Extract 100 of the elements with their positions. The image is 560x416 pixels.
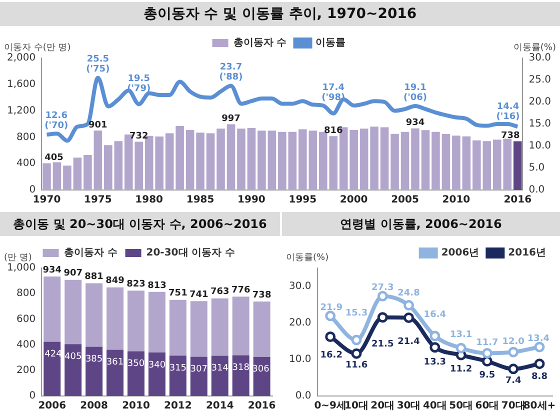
bar: [258, 130, 266, 190]
bar: [106, 287, 124, 350]
bar: [94, 130, 102, 190]
data-label: 318: [232, 363, 250, 374]
x-tick-label: 70대: [501, 400, 526, 412]
bar: [148, 352, 166, 396]
point: [482, 356, 492, 367]
point: [351, 334, 362, 346]
data-label: 405: [44, 153, 64, 164]
bar: [462, 136, 471, 190]
bar: [86, 346, 103, 396]
total-label: 741: [190, 290, 208, 300]
data-label: 24.8: [398, 288, 420, 298]
bar: [472, 140, 481, 190]
x-tick-label: 2016: [504, 194, 532, 206]
bar: [165, 133, 174, 190]
point: [508, 364, 519, 374]
bar: [211, 356, 228, 396]
data-label: 934: [406, 118, 425, 128]
bar: [42, 163, 51, 190]
bar: [84, 155, 92, 190]
bar: [278, 132, 286, 190]
y2-tick-label: 15.0: [528, 118, 551, 130]
point: [404, 300, 414, 311]
bar: [211, 298, 228, 356]
x-tick-label: 2010: [442, 194, 470, 206]
chart-title: 총이동자 수 및 이동률 추이, 1970~2016: [0, 2, 560, 26]
y-axis-title: (만 명): [4, 252, 32, 263]
x-tick-label: 10대: [344, 400, 368, 412]
x-tick-label: 1975: [84, 194, 112, 206]
y-tick-label: 0: [29, 184, 36, 196]
x-tick-label: 40대: [422, 400, 447, 412]
total-label: 813: [148, 280, 166, 291]
y-tick-label: 800: [16, 132, 36, 143]
y-axis-title: 이동자 수(만 명): [4, 42, 71, 53]
y2-tick-label: 25.0: [528, 74, 551, 86]
data-label: 340: [148, 360, 166, 370]
y-tick-label: 30.0: [289, 280, 312, 292]
legend-label: 2016년: [508, 248, 546, 259]
y2-tick-label: 10.0: [528, 140, 551, 152]
bar: [380, 127, 389, 190]
data-label: 7.4: [505, 376, 522, 386]
data-label: 8.8: [532, 372, 548, 382]
point: [430, 342, 440, 353]
bar: [128, 351, 144, 396]
bar: [190, 356, 208, 396]
bar: [247, 128, 256, 190]
point: [377, 312, 388, 323]
total-label: 881: [84, 272, 104, 282]
data-label: 997: [222, 114, 240, 124]
bar: [232, 355, 250, 396]
legend-label: 총이동자 수: [233, 38, 287, 49]
point: [534, 342, 545, 352]
x-tick-label: 2006: [38, 400, 66, 412]
y2-tick-label: 5.0: [528, 162, 545, 174]
bar: [176, 126, 184, 190]
legend-label: 총이동자 수: [64, 248, 118, 259]
y-tick-label: 400: [16, 158, 36, 170]
x-tick-label: 20대: [370, 400, 395, 412]
bar: [128, 290, 144, 352]
legend-label: 20-30대 이동자 수: [146, 248, 236, 259]
bar: [268, 130, 276, 190]
bar: [104, 145, 112, 190]
x-tick-label: 1970: [32, 194, 61, 206]
bar: [186, 130, 194, 190]
data-label: 11.2: [450, 364, 472, 375]
y-tick-label: 0.0: [295, 390, 312, 402]
data-label: 307: [190, 364, 208, 375]
y-axis-title: 이동률(%): [286, 252, 329, 263]
data-label: 385: [85, 354, 103, 365]
bar: [350, 130, 358, 190]
bar: [432, 132, 440, 190]
data-label: 27.3: [372, 283, 394, 294]
bar: [370, 126, 378, 190]
data-label: 13.1: [450, 330, 472, 340]
bar: [64, 280, 82, 344]
data-label: 12.0: [502, 336, 524, 347]
data-label: 14.4 ('16): [496, 102, 520, 122]
y-tick-label: 800: [16, 288, 36, 300]
data-label: 16.4: [424, 310, 446, 320]
data-label: 15.3: [345, 308, 368, 318]
data-label: 13.3: [424, 357, 446, 368]
data-label: 21.9: [320, 302, 342, 313]
data-label: 12.6 ('70): [44, 110, 68, 131]
x-tick-label: 2014: [206, 400, 234, 412]
bar: [64, 344, 82, 396]
point: [404, 312, 414, 323]
bar: [114, 141, 123, 190]
bar: [400, 132, 410, 190]
point: [351, 348, 362, 359]
y2-tick-label: 30.0: [528, 52, 551, 64]
data-label: 11.7: [476, 338, 498, 348]
y-tick-label: 20.0: [289, 317, 312, 328]
bar: [452, 136, 460, 190]
data-label: 314: [211, 364, 229, 374]
data-label: 11.6: [345, 360, 368, 370]
x-tick-label: 2000: [340, 194, 368, 206]
point: [377, 290, 388, 302]
chart-title: 총이동 및 20~30대 이동자 수, 2006~2016: [0, 212, 280, 236]
x-tick-label: 0~9세: [314, 400, 346, 412]
